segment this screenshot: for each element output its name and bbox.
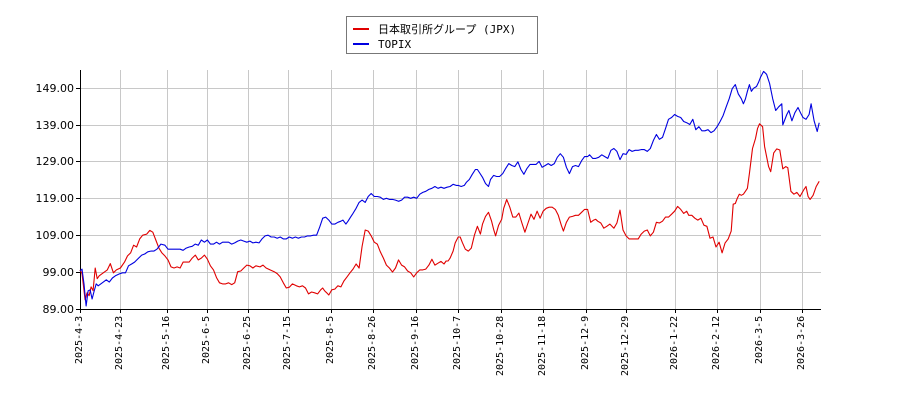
x-tick-label: 2025-12-9: [579, 315, 591, 370]
x-tick-label: 2025-4-3: [73, 315, 85, 364]
legend-swatch-jpx: [353, 28, 369, 30]
legend-label-topix: TOPIX: [378, 37, 412, 51]
y-tick-label: 149.00: [35, 81, 75, 95]
x-tick-label: 2025-4-23: [113, 315, 125, 370]
series-lines: [79, 70, 820, 307]
gridlines: [80, 70, 821, 309]
y-tick-label: 89.00: [42, 302, 75, 316]
legend: 日本取引所グループ (JPX) TOPIX: [346, 16, 538, 54]
x-tick-label: 2025-7-15: [281, 315, 293, 370]
x-tick-label: 2026-3-5: [753, 315, 765, 364]
series-line-jpx: [79, 123, 820, 301]
x-tick-label: 2025-12-29: [619, 315, 631, 376]
y-tick-label: 139.00: [35, 118, 75, 132]
x-tick-label: 2025-9-16: [409, 315, 421, 370]
x-tick-label: 2025-8-5: [324, 315, 336, 364]
x-tick-label: 2026-2-12: [710, 315, 722, 370]
legend-item-jpx: 日本取引所グループ (JPX): [353, 22, 516, 36]
x-tick-label: 2025-5-16: [160, 315, 172, 370]
y-tick-label: 119.00: [35, 191, 75, 205]
x-tick-label: 2025-10-7: [451, 315, 463, 370]
x-tick-label: 2025-6-5: [200, 315, 212, 364]
x-tick-label: 2026-1-22: [668, 315, 680, 370]
y-tick-label: 109.00: [35, 228, 75, 242]
legend-item-topix: TOPIX: [353, 37, 411, 51]
legend-label-jpx: 日本取引所グループ (JPX): [378, 23, 517, 36]
x-tick-label: 2025-10-28: [494, 315, 506, 376]
x-tick-label: 2025-11-18: [536, 315, 548, 376]
series-line-topix: [79, 70, 820, 307]
x-tick-label: 2025-6-25: [241, 315, 253, 370]
y-tick-label: 129.00: [35, 154, 75, 168]
x-tick-label: 2025-8-26: [366, 315, 378, 370]
legend-swatch-topix: [353, 43, 369, 45]
axes: [76, 70, 821, 313]
y-tick-label: 99.00: [42, 265, 75, 279]
x-tick-label: 2026-3-26: [795, 315, 807, 370]
